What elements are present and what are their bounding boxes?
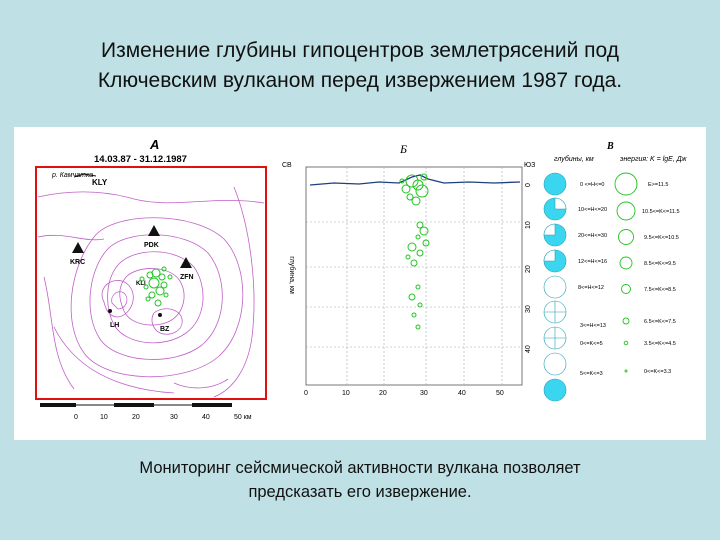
station-label-bz: BZ	[160, 326, 170, 333]
depth-tick-0: 0	[525, 183, 532, 187]
panel-v-letter: В	[606, 141, 614, 152]
hypocentres	[399, 173, 430, 330]
energy-label-3: 8.5<=K<=9.5	[644, 261, 676, 267]
station-krc-marker	[72, 242, 84, 253]
station-label-pdk: PDK	[144, 242, 159, 249]
figure-svg: А 14.03.87 - 31.12.1987	[35, 137, 688, 421]
legend-energy-header: энергия: K = lgE, Дж	[620, 156, 688, 163]
map-tick-0: 0	[74, 414, 78, 421]
depth-ticks: 0 10 20 30 40	[525, 183, 532, 353]
panel-b-right-dir: ЮЗ	[524, 162, 535, 169]
energy-label-0: Е>=11.5	[648, 182, 668, 188]
station-lh-marker	[108, 309, 112, 313]
station-label-kly: KLY	[92, 178, 108, 187]
depth-label-5: 3<=H<=13	[580, 323, 606, 329]
section-tick-1: 10	[342, 390, 350, 397]
caption-line-1: Мониторинг сейсмической активности вулка…	[139, 459, 581, 477]
title-line-2: Ключевским вулканом перед извержением 19…	[97, 69, 623, 92]
panel-a-letter: А	[149, 137, 159, 152]
relief-profile	[309, 174, 521, 186]
depth-label-2: 20<=H<=30	[578, 233, 607, 239]
map-tick-4: 40	[202, 414, 210, 421]
energy-label-1: 10.5<=K<=11.5	[642, 209, 680, 215]
energy-legend-circles	[614, 172, 638, 373]
panel-a-dates: 14.03.87 - 31.12.1987	[94, 154, 187, 165]
map-x-ticks: 0 10 20 30 40 50 км	[74, 414, 252, 421]
station-bz-marker	[158, 313, 162, 317]
map-frame	[35, 166, 267, 400]
depth-tick-2: 20	[525, 265, 532, 273]
station-label-kli: KLI	[136, 281, 146, 287]
section-tick-0: 0	[304, 390, 308, 397]
energy-label-6: 3.5<=K<=4.5	[644, 341, 676, 347]
map-scale	[40, 403, 232, 407]
section-tick-2: 20	[379, 390, 387, 397]
caption-line-2: предсказать его извержение.	[248, 483, 472, 501]
energy-label-7: 0<=K<=3.3	[644, 369, 671, 375]
station-zfn-marker	[180, 257, 192, 268]
legend-depth-header: глубины, км	[554, 155, 594, 163]
depth-label-1: 10<=H<=20	[578, 207, 607, 213]
map-tick-5: 50 км	[234, 414, 252, 421]
section-tick-3: 30	[420, 390, 428, 397]
energy-label-4: 7.5<=K<=8.5	[644, 287, 676, 293]
slide-title: Изменение глубины гипоцентров землетрясе…	[20, 36, 700, 96]
station-pdk-marker	[148, 225, 160, 236]
depth-label-6: 0<=K<=5	[580, 341, 603, 347]
depth-tick-4: 40	[525, 345, 532, 353]
station-label-krc: KRC	[70, 259, 85, 266]
slide-caption: Мониторинг сейсмической активности вулка…	[20, 456, 700, 504]
station-label-zfn: ZFN	[180, 274, 194, 281]
map-quakes	[139, 266, 173, 307]
panel-a-map: А 14.03.87 - 31.12.1987	[35, 137, 267, 421]
section-tick-4: 40	[458, 390, 466, 397]
depth-axis-label: глубина, км	[288, 256, 296, 294]
map-tick-3: 30	[170, 414, 178, 421]
map-note: р. Камчатка	[51, 172, 93, 179]
depth-label-4: 8<=H<=12	[578, 285, 604, 291]
section-tick-5: 50	[496, 390, 504, 397]
depth-tick-3: 30	[525, 305, 532, 313]
map-tick-2: 20	[132, 414, 140, 421]
panel-b-section: Б СВ ЮЗ глубина, км 0 10 20 30	[282, 142, 535, 397]
panel-b-left-dir: СВ	[282, 162, 292, 169]
energy-label-2: 9.5<=K<=10.5	[644, 235, 679, 241]
depth-tick-1: 10	[525, 221, 532, 229]
depth-label-3: 12<=H<=16	[578, 259, 607, 265]
section-grid	[306, 167, 522, 385]
energy-legend-labels: Е>=11.5 10.5<=K<=11.5 9.5<=K<=10.5 8.5<=…	[642, 182, 680, 375]
depth-legend-circles	[543, 172, 567, 402]
depth-label-0: 0 <=H<=0	[580, 182, 604, 188]
panel-b-letter: Б	[399, 142, 407, 156]
station-label-lh: LH	[110, 322, 119, 329]
map-tick-1: 10	[100, 414, 108, 421]
title-line-1: Изменение глубины гипоцентров землетрясе…	[101, 39, 619, 62]
depth-label-7: 5<=K<=3	[580, 371, 603, 377]
river-line	[73, 173, 97, 178]
map-contours	[37, 186, 265, 398]
station-markers	[72, 173, 192, 317]
energy-label-5: 6.5<=K<=7.5	[644, 319, 676, 325]
panel-v-legend: В глубины, км энергия: K = lgE, Дж 0 <=H…	[543, 141, 688, 402]
section-x-ticks: 0 10 20 30 40 50	[304, 390, 504, 397]
depth-legend-labels: 0 <=H<=0 10<=H<=20 20<=H<=30 12<=H<=16 8…	[578, 182, 607, 377]
seismic-figure: А 14.03.87 - 31.12.1987	[14, 127, 706, 440]
section-frame	[305, 166, 523, 386]
